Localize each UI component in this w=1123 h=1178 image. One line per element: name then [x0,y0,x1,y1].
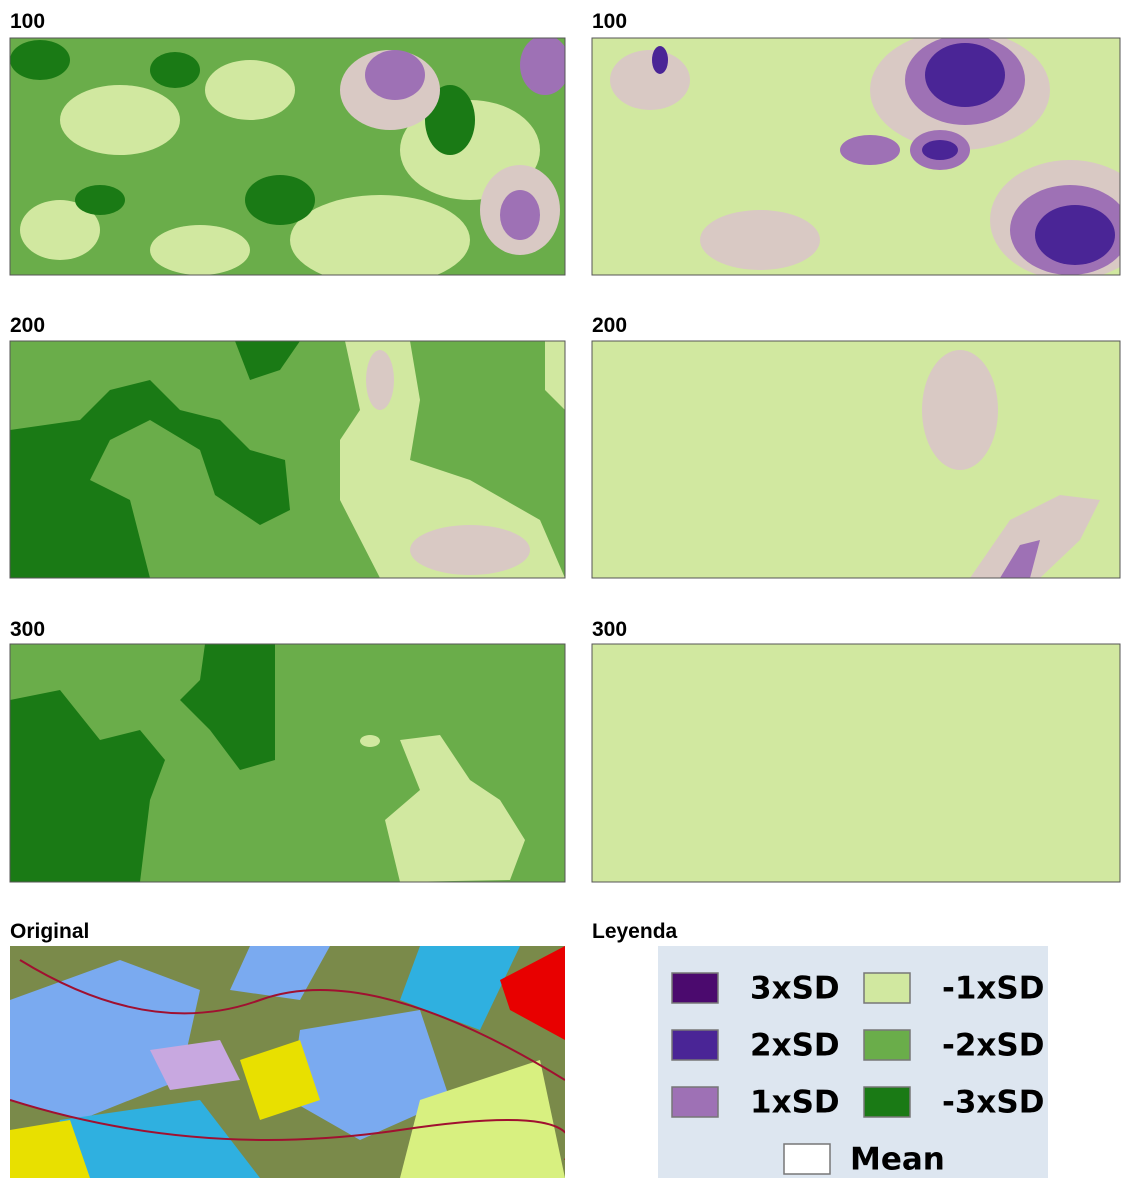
legend-label: 1xSD [750,1085,840,1121]
legend-swatch [864,1087,910,1117]
legend-label: -2xSD [942,1028,1045,1064]
panel-label: Leyenda [592,920,678,943]
panel-label: 100 [10,10,45,33]
map [592,30,1123,280]
map [10,946,570,1178]
map [592,644,1120,882]
panel-label: 300 [592,618,627,641]
figure: 100 100 200 200 300 300 Original Leyenda [0,0,1123,1178]
legend-swatch [672,973,718,1003]
legend-swatch [864,1030,910,1060]
legend-swatch [672,1030,718,1060]
legend-label: Mean [850,1142,945,1178]
legend-label: -3xSD [942,1085,1045,1121]
map [10,341,565,578]
map [10,35,570,285]
legend-label: 2xSD [750,1028,840,1064]
map [592,341,1120,578]
panel-label: 300 [10,618,45,641]
legend-swatch [672,1087,718,1117]
panel-label: 200 [592,314,627,337]
legend-label: 3xSD [750,971,840,1007]
legend-label: -1xSD [942,971,1045,1007]
panel-label: 100 [592,10,627,33]
map [10,644,565,882]
panel-label: Original [10,920,89,943]
legend-swatch [864,973,910,1003]
panel-label: 200 [10,314,45,337]
legend-swatch [784,1144,830,1174]
